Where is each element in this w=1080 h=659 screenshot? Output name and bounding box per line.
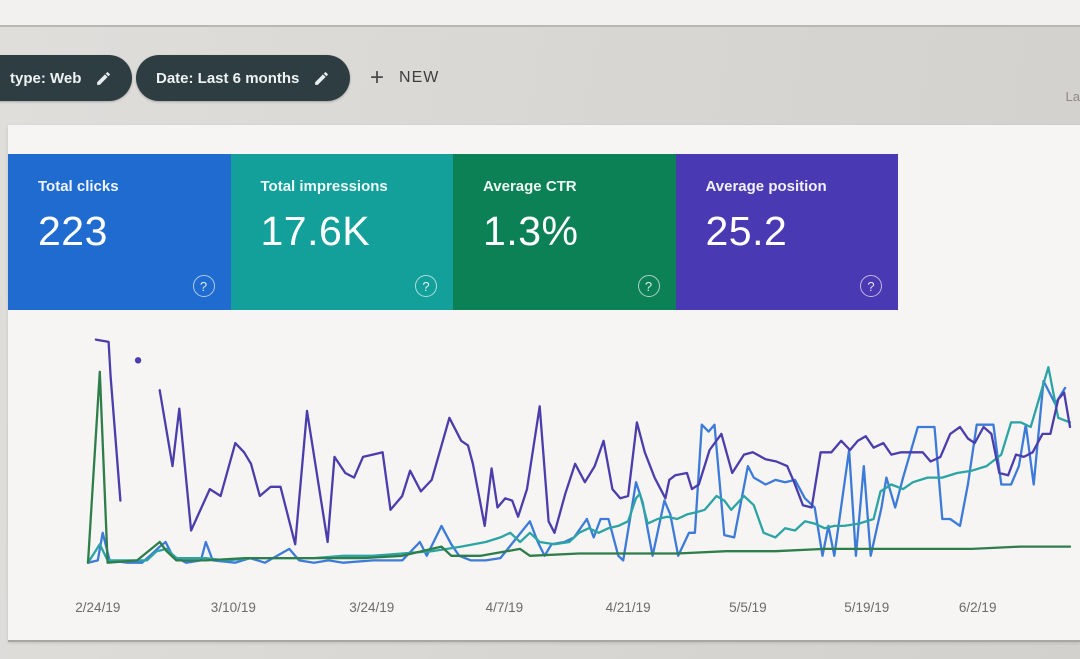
x-tick-label: 3/24/19 [349, 600, 395, 615]
filter-chip-search-type[interactable]: type: Web [0, 55, 133, 101]
filter-chip-search-type-label: type: Web [10, 69, 82, 87]
x-tick-label: 5/5/19 [729, 600, 767, 615]
metric-cards: Total clicks 223 ? Total impressions 17.… [8, 154, 898, 310]
x-tick-label: 5/19/19 [844, 600, 890, 615]
metric-card-total-clicks[interactable]: Total clicks 223 ? [8, 154, 231, 310]
help-icon[interactable]: ? [860, 275, 882, 297]
series-point-average-position[interactable] [134, 357, 142, 364]
series-line-ctr[interactable] [86, 370, 1072, 564]
filter-chip-date-label: Date: Last 6 months [156, 69, 300, 87]
x-tick-label: 6/2/19 [958, 600, 997, 615]
performance-chart: 2/24/19 3/10/19 3/24/19 4/7/19 4/21/19 5/5/19… [8, 310, 1080, 640]
card-label: Average position [705, 178, 827, 195]
new-filter-button[interactable]: + NEW [362, 55, 447, 101]
help-icon[interactable]: ? [415, 275, 437, 297]
filter-bar: type: Web Date: Last 6 months + NEW La [0, 29, 1080, 125]
metric-card-average-ctr[interactable]: Average CTR 1.3% ? [453, 154, 676, 310]
help-icon[interactable]: ? [192, 275, 215, 297]
x-tick-label: 4/7/19 [485, 600, 524, 615]
edit-icon[interactable] [313, 70, 330, 87]
series-line-average-position[interactable] [94, 338, 1072, 546]
x-tick-label: 4/21/19 [605, 600, 651, 615]
card-label: Average CTR [483, 178, 577, 195]
x-axis-labels: 2/24/19 3/10/19 3/24/19 4/7/19 4/21/19 5/5/19… [8, 310, 1080, 640]
card-label: Total impressions [260, 178, 388, 195]
card-label: Total clicks [38, 178, 119, 195]
edit-icon[interactable] [95, 70, 112, 87]
new-button-label: NEW [399, 69, 440, 86]
x-tick-label: 2/24/19 [75, 600, 121, 615]
card-value: 17.6K [260, 208, 371, 254]
card-value: 25.2 [705, 208, 788, 254]
metric-card-total-impressions[interactable]: Total impressions 17.6K ? [230, 154, 453, 310]
plus-icon: + [370, 64, 385, 91]
series-line-impressions[interactable] [86, 366, 1072, 564]
chart-canvas[interactable] [8, 310, 1080, 642]
card-value: 223 [38, 208, 108, 254]
filter-chip-date[interactable]: Date: Last 6 months [136, 55, 351, 101]
card-value: 1.3% [483, 208, 579, 254]
top-right-partial-text: La [1065, 89, 1080, 104]
metric-card-average-position[interactable]: Average position 25.2 ? [675, 154, 898, 310]
performance-panel: Total clicks 223 ? Total impressions 17.… [8, 125, 1080, 642]
help-icon[interactable]: ? [637, 275, 660, 297]
top-strip [0, 0, 1080, 27]
x-tick-label: 3/10/19 [210, 600, 256, 615]
